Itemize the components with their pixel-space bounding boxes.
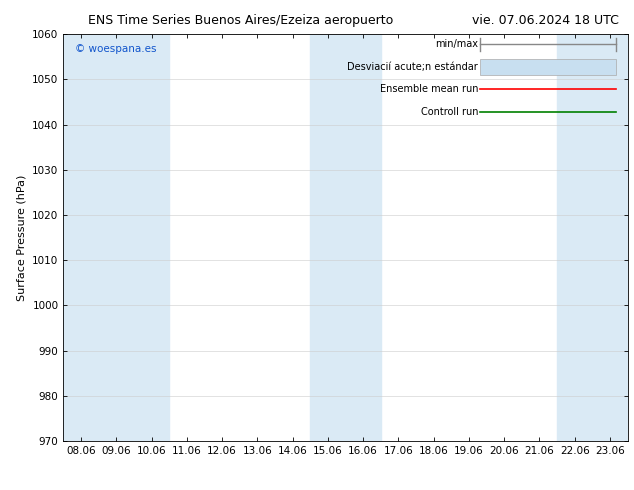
Bar: [557, 34, 592, 441]
Text: ENS Time Series Buenos Aires/Ezeiza aeropuerto: ENS Time Series Buenos Aires/Ezeiza aero…: [88, 14, 394, 27]
Y-axis label: Surface Pressure (hPa): Surface Pressure (hPa): [16, 174, 27, 301]
Text: © woespana.es: © woespana.es: [75, 45, 156, 54]
Bar: [480, 59, 616, 75]
Bar: [63, 34, 99, 441]
Text: vie. 07.06.2024 18 UTC: vie. 07.06.2024 18 UTC: [472, 14, 619, 27]
Bar: [310, 34, 346, 441]
Bar: [592, 34, 628, 441]
Text: Desviacií acute;n estándar: Desviacií acute;n estándar: [347, 62, 478, 72]
Text: min/max: min/max: [435, 40, 478, 49]
Bar: [346, 34, 381, 441]
Bar: [134, 34, 169, 441]
Text: Controll run: Controll run: [420, 106, 478, 117]
Bar: [99, 34, 134, 441]
Text: Ensemble mean run: Ensemble mean run: [380, 84, 478, 94]
